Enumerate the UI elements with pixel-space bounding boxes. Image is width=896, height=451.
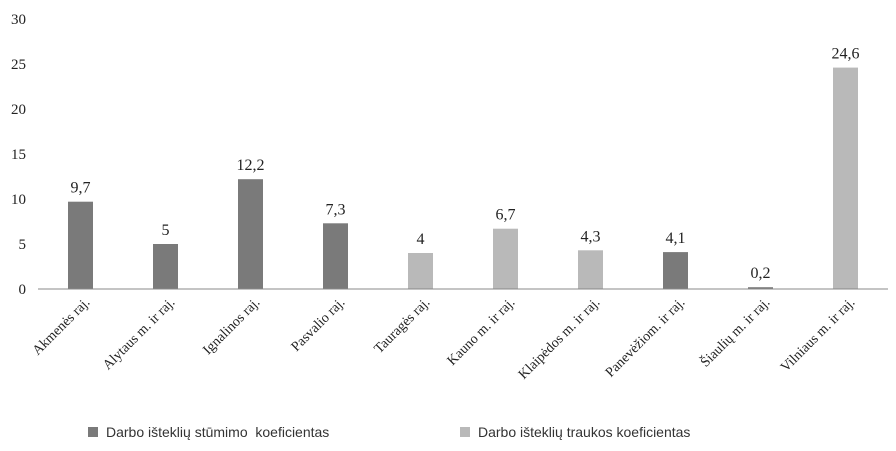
data-label: 7,3	[326, 201, 346, 218]
data-labels: 9,7 5 12,2 7,3 4 6,7 4,3 4,1 0,2 24,6	[71, 46, 860, 283]
y-tick-label: 20	[11, 102, 26, 118]
data-label: 4,3	[581, 228, 601, 245]
y-tick-label: 25	[11, 57, 26, 73]
y-tick-label: 10	[11, 192, 26, 208]
data-label: 4	[417, 231, 425, 248]
x-tick-label: Šiaulių m. ir raj.	[697, 294, 774, 371]
bar	[323, 223, 348, 289]
y-tick-label: 30	[11, 12, 26, 28]
legend-label-pushing: Darbo išteklių stūmimo koeficientas	[106, 424, 330, 440]
bar	[238, 179, 263, 289]
data-label: 4,1	[666, 230, 686, 247]
data-label: 6,7	[496, 207, 516, 224]
bar	[578, 250, 603, 289]
bar	[408, 253, 433, 289]
x-tick-label: Ignalinos raj.	[200, 295, 263, 358]
bar	[663, 252, 688, 289]
bar	[153, 244, 178, 289]
legend-item-pulling: Darbo išteklių traukos koeficientas	[460, 424, 690, 440]
data-label: 24,6	[832, 46, 860, 63]
y-tick-label: 15	[11, 147, 26, 163]
y-tick-label: 0	[19, 282, 27, 298]
x-tick-label: Klaipėdos m. ir raj.	[516, 295, 603, 382]
legend-swatch-pulling	[460, 427, 470, 437]
data-label: 9,7	[71, 180, 91, 197]
bar-chart: 0 5 10 15 20 25 30 9,7 5 12,2 7,3 4 6,7 4,3 4,1 0,2 24,…	[11, 12, 888, 383]
x-tick-label: Panevėžiom. ir raj.	[603, 295, 688, 380]
data-label: 12,2	[237, 157, 265, 174]
bar	[68, 201, 93, 289]
legend-label-pulling: Darbo išteklių traukos koeficientas	[478, 424, 691, 440]
data-label: 0,2	[751, 265, 771, 282]
x-tick-label: Vilniaus m. ir raj.	[778, 295, 858, 375]
bar	[493, 228, 518, 289]
bar	[748, 287, 773, 289]
bars	[68, 67, 858, 289]
x-tick-label: Akmenės raj.	[30, 295, 93, 358]
legend-item-pushing: Darbo išteklių stūmimo koeficientas	[88, 424, 329, 440]
y-tick-label: 5	[19, 237, 27, 253]
x-axis-labels: Akmenės raj. Alytaus m. ir raj. Ignalinos …	[30, 294, 858, 383]
data-label: 5	[162, 222, 170, 239]
x-tick-label: Tauragės raj.	[372, 295, 434, 357]
legend-swatch-pushing	[88, 427, 98, 437]
y-axis-ticks: 0 5 10 15 20 25 30	[11, 12, 26, 298]
x-tick-label: Alytaus m. ir raj.	[100, 295, 178, 373]
x-tick-label: Pasvalio raj.	[289, 295, 349, 355]
bar	[833, 67, 858, 289]
legend: Darbo išteklių stūmimo koeficientas Darb…	[0, 424, 896, 448]
x-tick-label: Kauno m. ir raj.	[445, 295, 519, 369]
